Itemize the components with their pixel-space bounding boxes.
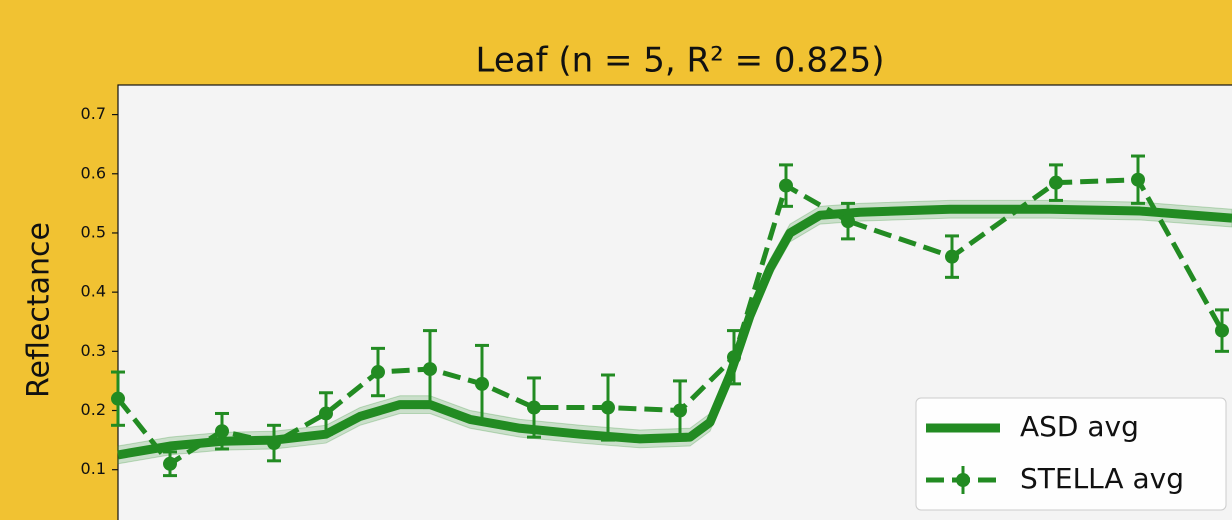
marker (371, 365, 385, 380)
y-tick-label: 0.3 (81, 341, 106, 360)
legend-label: STELLA avg (1020, 462, 1184, 495)
marker (779, 178, 793, 193)
y-tick-label: 0.1 (81, 459, 106, 478)
marker (163, 456, 177, 471)
legend-label: ASD avg (1020, 410, 1139, 443)
marker (267, 436, 281, 451)
marker (475, 376, 489, 391)
marker (601, 400, 615, 415)
marker (1131, 172, 1145, 187)
marker (727, 350, 741, 365)
y-tick-label: 0.7 (81, 104, 106, 123)
marker (673, 403, 687, 418)
y-tick-label: 0.6 (81, 163, 106, 182)
y-axis-label: Reflectance (22, 222, 57, 398)
marker (215, 424, 229, 439)
y-tick-label: 0.4 (81, 282, 106, 301)
line (116, 177, 1225, 468)
y-tick-label: 0.2 (81, 400, 106, 419)
marker (111, 391, 125, 406)
marker (841, 214, 855, 229)
marker (1215, 323, 1229, 338)
error-band (117, 199, 1232, 465)
marker (319, 406, 333, 421)
marker (527, 400, 541, 415)
marker (1049, 175, 1063, 190)
y-tick-label: 0.5 (81, 222, 106, 241)
chart-title: Leaf (n = 5, R² = 0.825) (476, 41, 885, 81)
marker (945, 249, 959, 264)
marker (423, 362, 437, 377)
line (117, 204, 1232, 460)
legend-swatch (956, 473, 970, 487)
